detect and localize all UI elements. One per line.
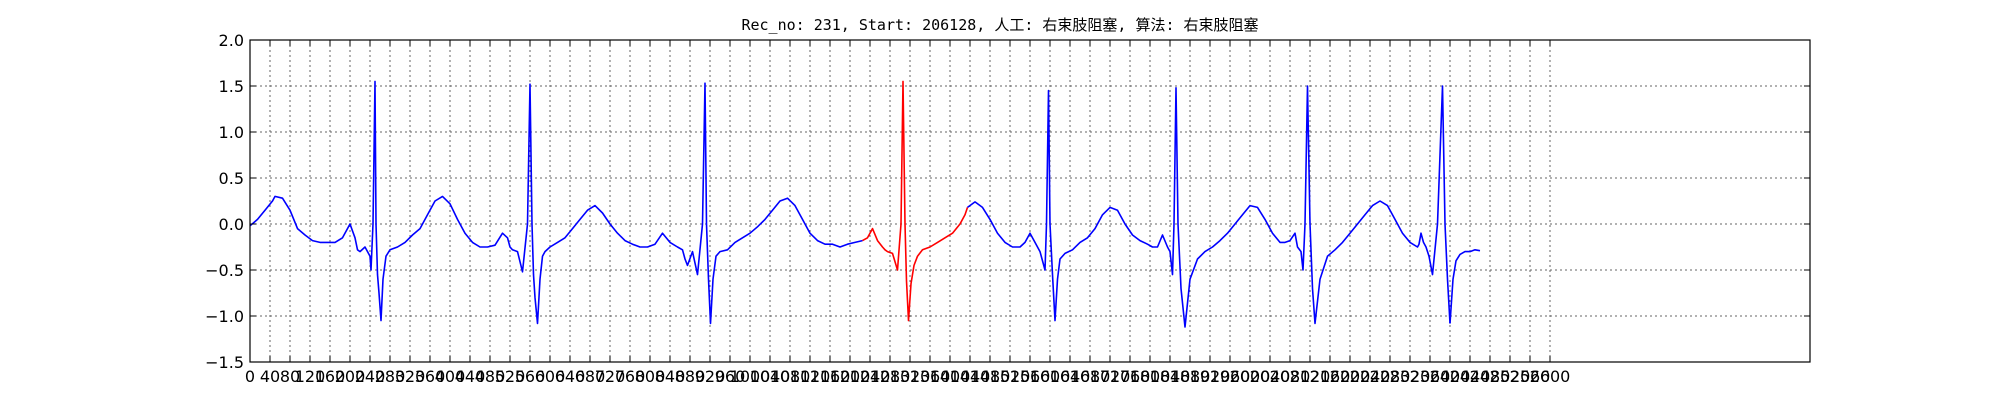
x-tick-label: 880 [675, 367, 706, 386]
x-tick-label: 840 [655, 367, 686, 386]
x-tick-label: 1280 [870, 367, 911, 386]
x-tick-label: 760 [615, 367, 646, 386]
x-tick-label: 560 [515, 367, 546, 386]
series-line-2 [862, 80, 969, 322]
x-tick-label: 1560 [1010, 367, 1051, 386]
x-tick-label: 1480 [970, 367, 1011, 386]
x-tick-label: 2440 [1450, 367, 1491, 386]
x-tick-label: 1880 [1170, 367, 1211, 386]
x-tick-label: 440 [455, 367, 486, 386]
series-line-4 [1449, 249, 1481, 324]
x-tick-label: 640 [555, 367, 586, 386]
x-tick-label: 1520 [990, 367, 1031, 386]
x-tick-label: 1000 [730, 367, 771, 386]
x-tick-label: 200 [335, 367, 366, 386]
y-axis-ticks: −1.5 −1.0 −0.5 0.0 0.5 1.0 1.5 2.0 [205, 31, 1810, 372]
x-tick-label: 2400 [1430, 367, 1471, 386]
x-tick-label: 1360 [910, 367, 951, 386]
x-tick-label: 720 [595, 367, 626, 386]
x-tick-label: 2600 [1530, 367, 1571, 386]
x-tick-label: 1920 [1190, 367, 1231, 386]
x-tick-label: 1440 [950, 367, 991, 386]
x-tick-label: 40 [260, 367, 280, 386]
x-axis-ticks: 0 40 8012016020024028032036040044048052056… [245, 40, 1570, 386]
x-tick-label: 520 [495, 367, 526, 386]
x-tick-label: 1800 [1130, 367, 1171, 386]
y-tick-label: −1.5 [205, 353, 244, 372]
x-tick-label: 1640 [1050, 367, 1091, 386]
x-tick-label: 1840 [1150, 367, 1191, 386]
x-tick-label: 80 [280, 367, 300, 386]
y-tick-label: 2.0 [219, 31, 244, 50]
x-tick-label: 2360 [1410, 367, 1451, 386]
y-tick-label: −0.5 [205, 261, 244, 280]
x-tick-label: 1200 [830, 367, 871, 386]
x-tick-label: 120 [295, 367, 326, 386]
x-tick-label: 2520 [1490, 367, 1531, 386]
x-tick-label: 2480 [1470, 367, 1511, 386]
x-tick-label: 2240 [1350, 367, 1391, 386]
series-layer [249, 80, 1481, 328]
x-tick-label: 920 [695, 367, 726, 386]
x-tick-label: 480 [475, 367, 506, 386]
x-tick-label: 1600 [1030, 367, 1071, 386]
x-tick-label: 2040 [1250, 367, 1291, 386]
x-tick-label: 280 [375, 367, 406, 386]
x-tick-label: 960 [715, 367, 746, 386]
x-tick-label: 2280 [1370, 367, 1411, 386]
x-tick-label: 1240 [850, 367, 891, 386]
x-tick-label: 2200 [1330, 367, 1371, 386]
x-tick-label: 2160 [1310, 367, 1351, 386]
y-tick-label: −1.0 [205, 307, 244, 326]
x-tick-label: 680 [575, 367, 606, 386]
x-tick-label: 0 [245, 367, 255, 386]
y-tick-label: 1.5 [219, 77, 244, 96]
x-tick-label: 400 [435, 367, 466, 386]
x-tick-label: 2560 [1510, 367, 1551, 386]
y-tick-label: 0.5 [219, 169, 244, 188]
x-tick-label: 600 [535, 367, 566, 386]
x-tick-label: 320 [395, 367, 426, 386]
x-tick-label: 1680 [1070, 367, 1111, 386]
series-line-1 [249, 80, 863, 325]
x-tick-label: 1320 [890, 367, 931, 386]
y-tick-label: 0.0 [219, 215, 244, 234]
x-tick-label: 1160 [810, 367, 851, 386]
x-tick-label: 1400 [930, 367, 971, 386]
x-tick-label: 2320 [1390, 367, 1431, 386]
x-tick-label: 240 [355, 367, 386, 386]
x-tick-label: 2120 [1290, 367, 1331, 386]
x-tick-label: 800 [635, 367, 666, 386]
x-tick-label: 1760 [1110, 367, 1151, 386]
x-tick-label: 1080 [770, 367, 811, 386]
x-tick-label: 360 [415, 367, 446, 386]
grid-lines [250, 40, 1810, 362]
y-tick-label: 1.0 [219, 123, 244, 142]
x-tick-label: 2080 [1270, 367, 1311, 386]
x-tick-label: 1960 [1210, 367, 1251, 386]
x-tick-label: 2000 [1230, 367, 1271, 386]
chart-title: Rec_no: 231, Start: 206128, 人工: 右束肢阻塞, 算… [741, 16, 1258, 34]
series-line-3 [967, 85, 1451, 328]
x-tick-label: 1120 [790, 367, 831, 386]
x-tick-label: 1720 [1090, 367, 1131, 386]
x-tick-label: 1040 [750, 367, 791, 386]
x-tick-label: 160 [315, 367, 346, 386]
